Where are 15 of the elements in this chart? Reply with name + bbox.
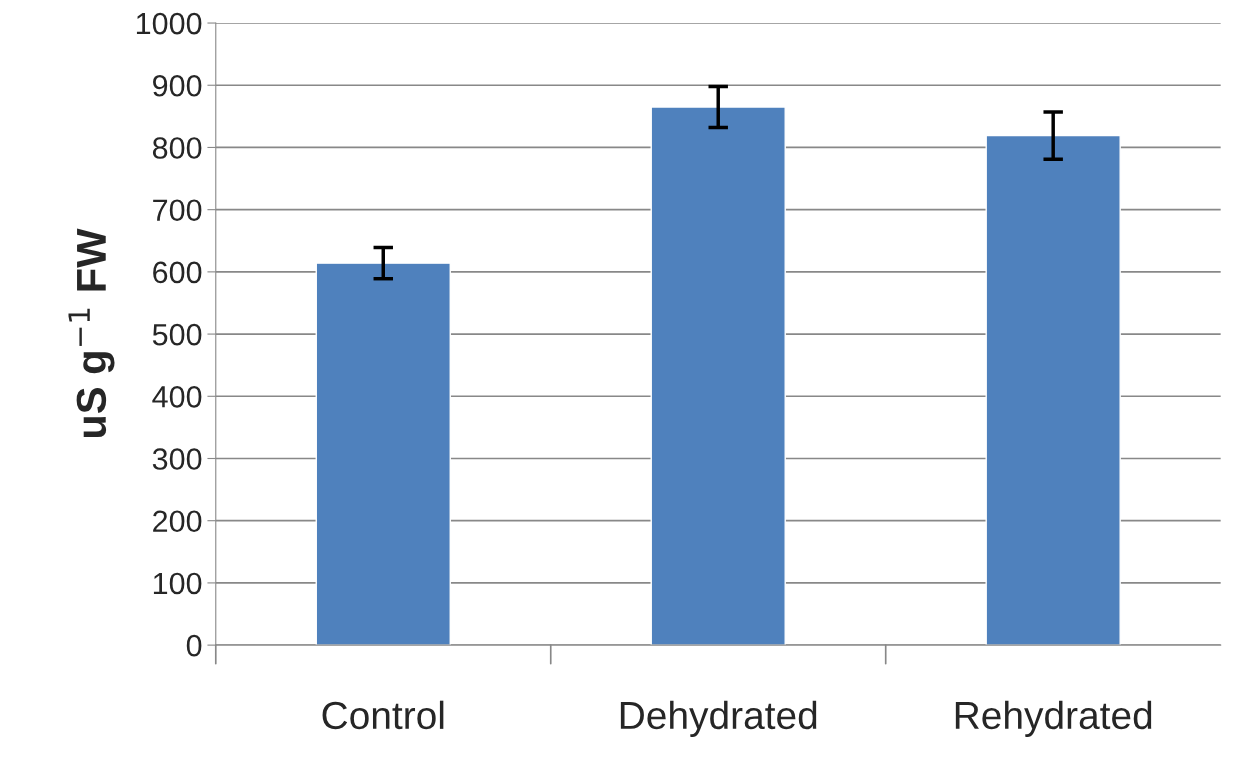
y-tick-label: 100: [153, 572, 202, 595]
y-tick-label: 900: [153, 74, 202, 97]
y-tick-label: 600: [153, 261, 202, 284]
y-tick-label: 400: [152, 386, 202, 408]
y-tick-label: 1000: [136, 12, 202, 35]
y-tick-label: 800: [152, 137, 202, 159]
y-tick-label: 0: [186, 634, 202, 657]
y-axis-title: uS g$^{−1}$ FW: [68, 228, 115, 438]
y-tick-label: 300: [152, 448, 202, 470]
y-tick-label: 700: [153, 199, 202, 222]
x-tick-label: Control: [322, 700, 444, 730]
x-tick-label: Rehydrated: [955, 700, 1152, 737]
x-tick-label: Dehydrated: [620, 700, 817, 737]
y-tick-label: 200: [153, 510, 202, 533]
y-tick-label: 500: [152, 323, 202, 346]
